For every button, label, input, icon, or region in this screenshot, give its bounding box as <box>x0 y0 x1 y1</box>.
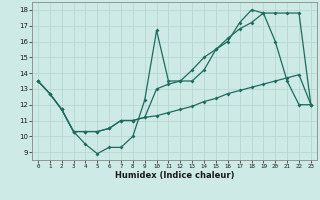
X-axis label: Humidex (Indice chaleur): Humidex (Indice chaleur) <box>115 171 234 180</box>
